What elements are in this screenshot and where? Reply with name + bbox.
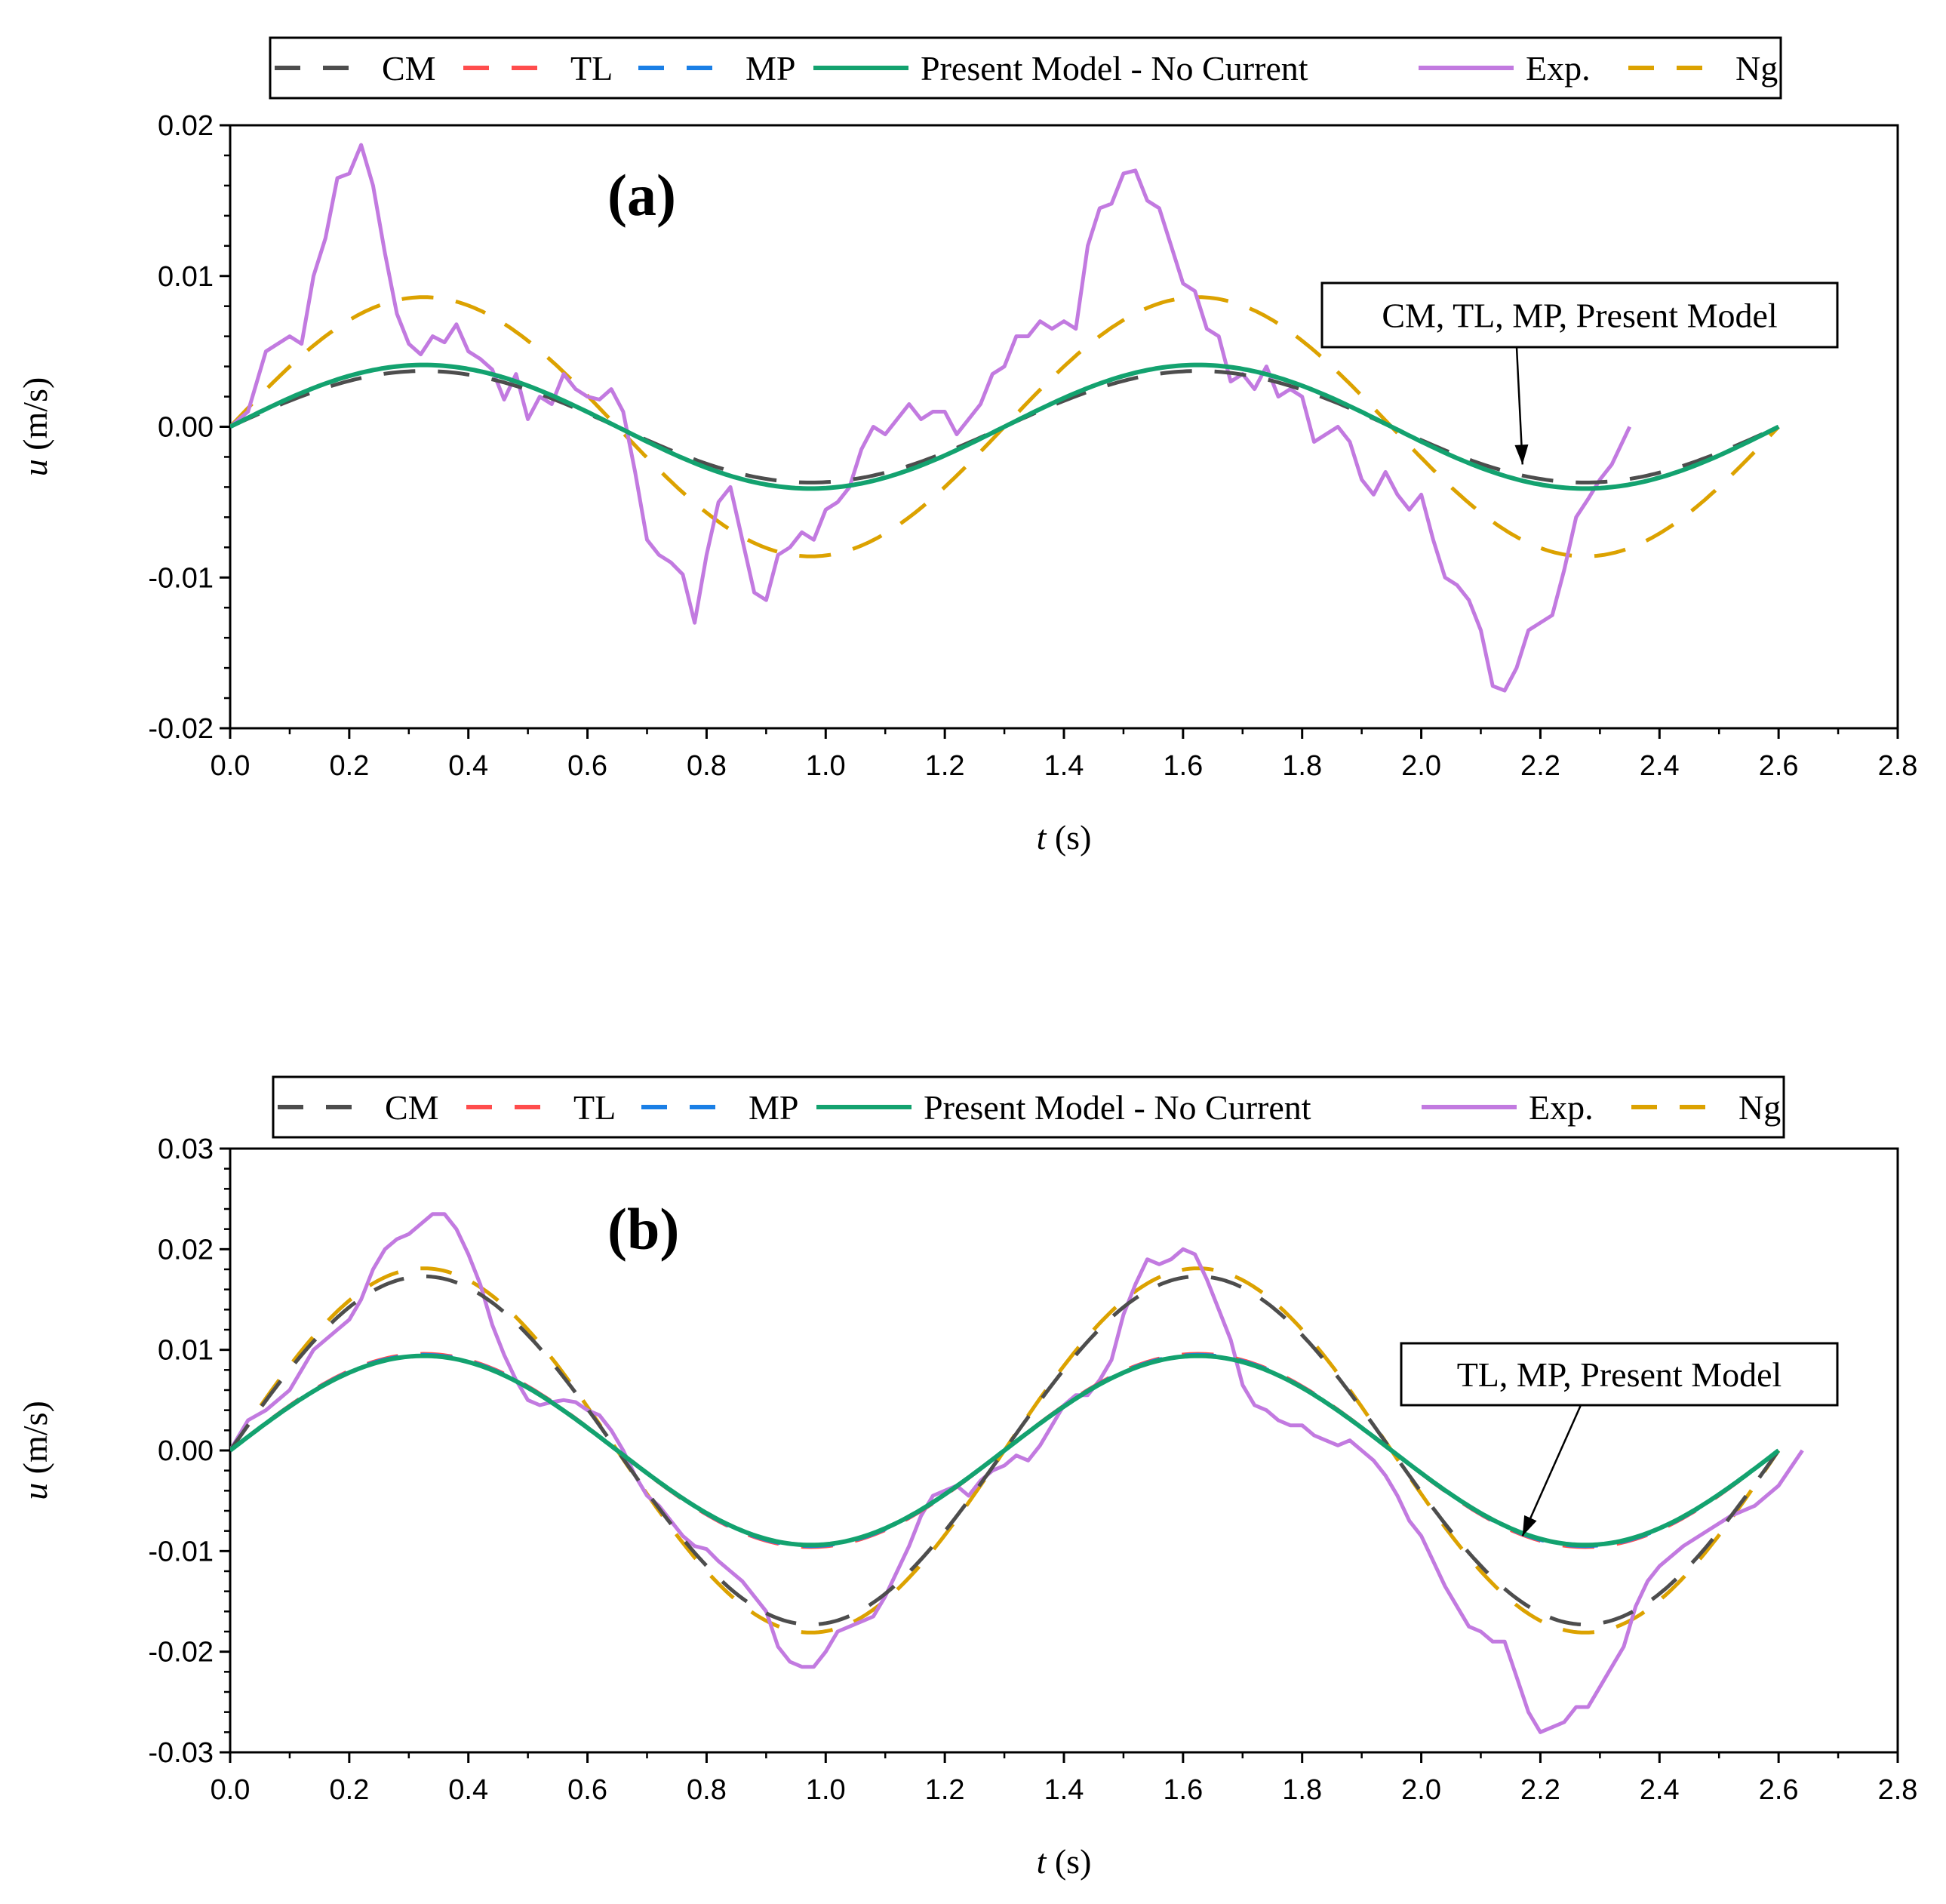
- y-tick-label: 0.01: [158, 261, 214, 293]
- legend-label: MP: [749, 1088, 798, 1127]
- x-tick-label: 1.8: [1282, 750, 1322, 782]
- plot-frame: [229, 124, 1899, 730]
- x-tick-label: 0.2: [329, 1774, 369, 1806]
- y-tick-label: 0.01: [158, 1335, 214, 1367]
- y-axis-title: u (m/s): [16, 377, 54, 477]
- x-tick-label: 2.4: [1640, 750, 1680, 782]
- annotation-text: CM, TL, MP, Present Model: [1382, 297, 1777, 335]
- x-tick-label: 0.0: [211, 1774, 251, 1806]
- series-group: [230, 143, 1780, 693]
- series-line-present-model-no-current: [230, 362, 1780, 491]
- x-tick-label: 2.0: [1401, 1774, 1441, 1806]
- y-tick-label: -0.01: [148, 562, 214, 594]
- x-tick-label: 2.8: [1878, 750, 1918, 782]
- y-axis-title: u (m/s): [16, 1401, 54, 1500]
- annotation-box: [1400, 1342, 1839, 1407]
- x-tick-label: 0.4: [448, 750, 488, 782]
- panel-b: 0.0 0.2 0.4 0.6 0.8 1.0 1.2 1.4 1.6 1.8 2.0 2.2 2.4 2…: [16, 1075, 1918, 1881]
- legend-label: Exp.: [1529, 1088, 1594, 1127]
- legend-label: CM: [385, 1088, 439, 1127]
- x-tick-label: 0.2: [329, 750, 369, 782]
- series-line-present-model-no-current: [230, 1353, 1780, 1548]
- x-tick-label: 2.8: [1878, 1774, 1918, 1806]
- y-tick-label: -0.03: [148, 1737, 214, 1769]
- x-tick-label: 2.6: [1759, 750, 1799, 782]
- y-tick-label: -0.01: [148, 1536, 214, 1567]
- x-tick-label: 2.6: [1759, 1774, 1799, 1806]
- legend-label: MP: [746, 49, 795, 88]
- x-tick-label: 1.0: [806, 750, 846, 782]
- legend-label: Ng: [1738, 1088, 1781, 1127]
- annotation-box: [1320, 281, 1839, 349]
- legend-label: Exp.: [1526, 49, 1591, 88]
- x-tick-label: 1.2: [925, 750, 965, 782]
- x-tick-label: 0.0: [211, 750, 251, 782]
- legend: CM TL MP Present Model - No Current Exp. Ng: [269, 36, 1782, 100]
- legend-label: CM: [382, 49, 436, 88]
- x-tick-label: 1.4: [1044, 1774, 1084, 1806]
- y-tick-label: 0.03: [158, 1133, 214, 1165]
- legend-label: TL: [573, 1088, 616, 1127]
- x-tick-label: 1.4: [1044, 750, 1084, 782]
- x-tick-label: 0.8: [687, 1774, 727, 1806]
- annotation-arrow-head: [1514, 444, 1529, 465]
- x-axis-title: t (s): [1037, 1842, 1092, 1881]
- x-tick-label: 1.6: [1163, 1774, 1203, 1806]
- x-tick-label: 1.6: [1163, 750, 1203, 782]
- x-axis-title: t (s): [1037, 818, 1092, 857]
- series-line-cm: [230, 1274, 1781, 1627]
- panel-label: (b): [607, 1196, 679, 1262]
- y-tick-label: 0.00: [158, 412, 214, 444]
- y-tick-label: 0.02: [158, 110, 214, 142]
- x-tick-label: 0.4: [448, 1774, 488, 1806]
- x-tick-label: 1.0: [806, 1774, 846, 1806]
- y-tick-label: 0.00: [158, 1435, 214, 1467]
- series-line-exp: [230, 143, 1632, 693]
- annotation-arrow-line: [1521, 1404, 1582, 1536]
- x-tick-label: 2.2: [1520, 750, 1560, 782]
- x-tick-label: 2.2: [1520, 1774, 1560, 1806]
- x-tick-label: 1.8: [1282, 1774, 1322, 1806]
- legend: CM TL MP Present Model - No Current Exp. Ng: [272, 1075, 1785, 1139]
- series-line-exp: [230, 1212, 1804, 1734]
- annotation-text: TL, MP, Present Model: [1457, 1355, 1782, 1394]
- panel-a: 0.0 0.2 0.4 0.6 0.8 1.0 1.2 1.4 1.6 1.8 2.0 2.2 2.4 2…: [16, 36, 1918, 857]
- x-tick-label: 2.4: [1640, 1774, 1680, 1806]
- annotation-arrow-head: [1522, 1515, 1537, 1536]
- legend-label: Present Model - No Current: [924, 1088, 1311, 1127]
- legend-label: Present Model - No Current: [921, 49, 1308, 88]
- y-tick-label: -0.02: [148, 713, 214, 745]
- x-tick-label: 1.2: [925, 1774, 965, 1806]
- y-tick-label: -0.02: [148, 1637, 214, 1669]
- y-tick-label: 0.02: [158, 1234, 214, 1266]
- x-tick-label: 2.0: [1401, 750, 1441, 782]
- series-group: [230, 1212, 1804, 1734]
- x-tick-label: 0.8: [687, 750, 727, 782]
- legend-label: TL: [570, 49, 613, 88]
- x-tick-label: 0.6: [567, 750, 607, 782]
- x-tick-label: 0.6: [567, 1774, 607, 1806]
- legend-label: Ng: [1735, 49, 1778, 88]
- plot-frame: [229, 1147, 1899, 1754]
- panel-label: (a): [607, 162, 676, 228]
